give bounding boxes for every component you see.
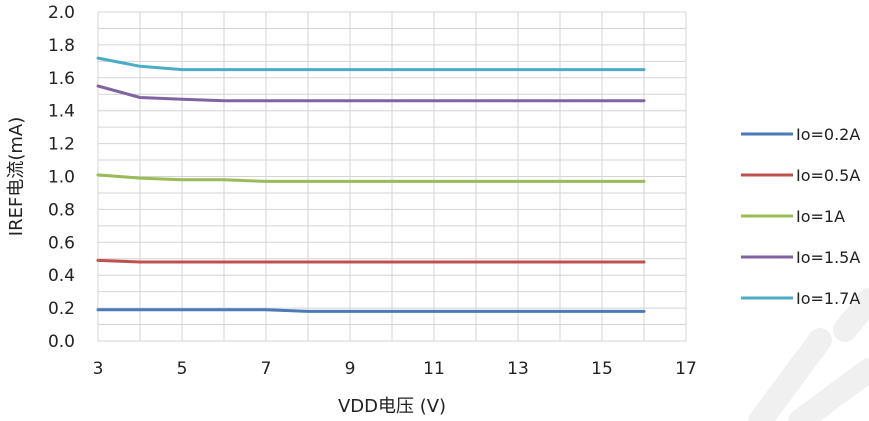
watermark <box>760 300 869 421</box>
legend-label: Io=0.2A <box>796 125 860 144</box>
series-line <box>98 260 644 262</box>
y-tick-label: 0.0 <box>48 332 75 352</box>
y-tick-label: 0.8 <box>48 200 75 220</box>
y-tick-label: 1.2 <box>48 135 75 155</box>
y-tick-label: 2.0 <box>48 3 75 23</box>
x-tick-label: 3 <box>93 359 104 379</box>
legend: Io=0.2A Io=0.5A Io=1A Io=1.5A Io=1.7A <box>741 125 860 308</box>
y-tick-label: 0.4 <box>48 266 75 286</box>
x-tick-label: 17 <box>675 359 697 379</box>
series-line <box>98 86 644 101</box>
legend-label: Io=1.7A <box>796 289 860 308</box>
legend-label: Io=1A <box>796 207 845 226</box>
legend-label: Io=0.5A <box>796 166 860 185</box>
series-line <box>98 310 644 312</box>
legend-label: Io=1.5A <box>796 248 860 267</box>
series-line <box>98 175 644 182</box>
y-tick-label: 1.6 <box>48 69 75 89</box>
x-tick-label: 13 <box>507 359 529 379</box>
x-tick-label: 15 <box>591 359 613 379</box>
series-line <box>98 58 644 70</box>
series-lines <box>98 58 644 311</box>
y-tick-label: 1.8 <box>48 36 75 56</box>
x-tick-label: 7 <box>261 359 272 379</box>
x-tick-label: 11 <box>423 359 445 379</box>
y-tick-label: 0.2 <box>48 299 75 319</box>
gridlines <box>98 12 686 341</box>
y-tick-label: 1.4 <box>48 102 75 122</box>
x-tick-label: 9 <box>345 359 356 379</box>
x-axis-ticks: 3 5 7 9 11 13 15 17 <box>93 359 697 379</box>
y-tick-label: 1.0 <box>48 168 75 188</box>
x-tick-label: 5 <box>177 359 188 379</box>
y-tick-label: 0.6 <box>48 233 75 253</box>
x-axis-title: VDD电压 (V) <box>338 396 446 417</box>
y-axis-title: IREF电流(mA) <box>6 117 27 236</box>
y-axis-ticks: 0.0 0.2 0.4 0.6 0.8 1.0 1.2 1.4 1.6 1.8 2.0 <box>48 3 75 352</box>
